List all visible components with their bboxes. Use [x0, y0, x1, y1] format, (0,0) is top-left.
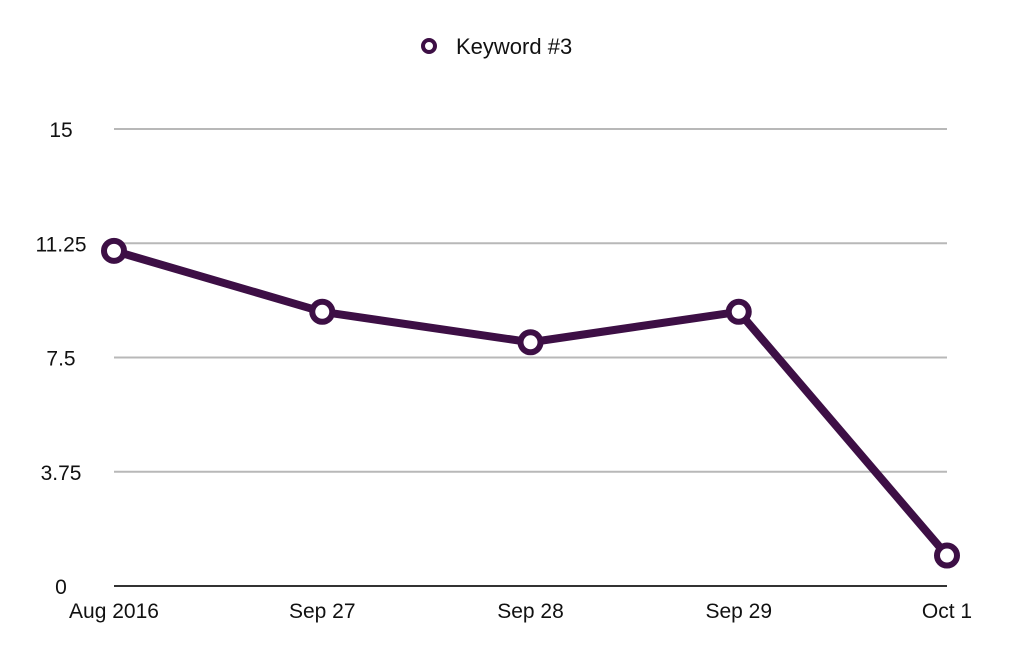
- legend-marker-icon: [421, 38, 437, 54]
- legend-label: Keyword #3: [456, 34, 572, 59]
- series-line-keyword-3: [110, 246, 951, 560]
- y-tick-label: 7.5: [46, 348, 75, 371]
- data-point-marker: [934, 542, 960, 569]
- data-point-marker: [101, 237, 127, 264]
- x-axis-labels: Aug 2016 Sep 27 Sep 28 Sep 29 Oct 1: [69, 600, 972, 623]
- x-tick-label: Oct 1: [922, 600, 972, 623]
- legend: Keyword #3: [421, 34, 572, 59]
- x-tick-label: Sep 28: [497, 600, 564, 623]
- data-point-marker: [725, 298, 752, 325]
- y-tick-label: 11.25: [36, 233, 87, 256]
- data-point-marker: [309, 298, 336, 325]
- y-tick-label: 3.75: [41, 462, 82, 485]
- grid: [114, 128, 947, 473]
- x-tick-label: Sep 27: [289, 600, 356, 623]
- data-points: [101, 237, 960, 569]
- y-tick-label: 15: [49, 119, 72, 142]
- data-point-marker: [517, 329, 544, 356]
- y-axis-labels: 0 3.75 7.5 11.25 15: [36, 119, 87, 599]
- x-tick-label: Aug 2016: [69, 600, 159, 623]
- y-tick-label: 0: [55, 576, 67, 599]
- x-tick-label: Sep 29: [705, 600, 772, 623]
